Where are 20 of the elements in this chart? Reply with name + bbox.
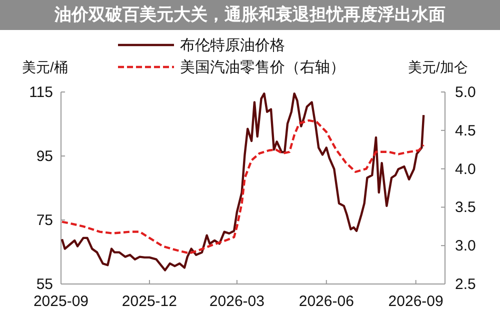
y-tick-label: 75 — [36, 212, 53, 229]
legend-label: 布伦特原油价格 — [180, 37, 285, 54]
y2-tick-label: 5.0 — [455, 84, 476, 101]
x-tick-label: 2025-09 — [33, 293, 89, 310]
y2-tick-label: 4.5 — [455, 122, 476, 140]
y-tick-label: 55 — [36, 276, 53, 293]
y-tick-label: 115 — [29, 84, 53, 101]
y2-tick-label: 3.5 — [455, 199, 476, 216]
y-axis-title: 美元/桶 — [22, 59, 68, 75]
legend-label: 美国汽油零售价（右轴） — [180, 59, 345, 76]
x-tick-label: 2025-12 — [122, 293, 177, 310]
y2-tick-label: 4.0 — [455, 160, 476, 178]
x-tick-label: 2026-09 — [388, 293, 444, 310]
y2-tick-label: 2.5 — [455, 276, 476, 293]
y-tick-label: 95 — [36, 148, 53, 165]
x-tick-label: 2026-03 — [209, 293, 264, 310]
title: 油价双破百美元大关，通胀和衰退担忧再度浮出水面 — [0, 0, 500, 30]
y2-tick-label: 3.0 — [455, 238, 476, 255]
x-tick-label: 2026-06 — [298, 293, 354, 310]
y2-axis-title: 美元/加仑 — [408, 59, 468, 75]
